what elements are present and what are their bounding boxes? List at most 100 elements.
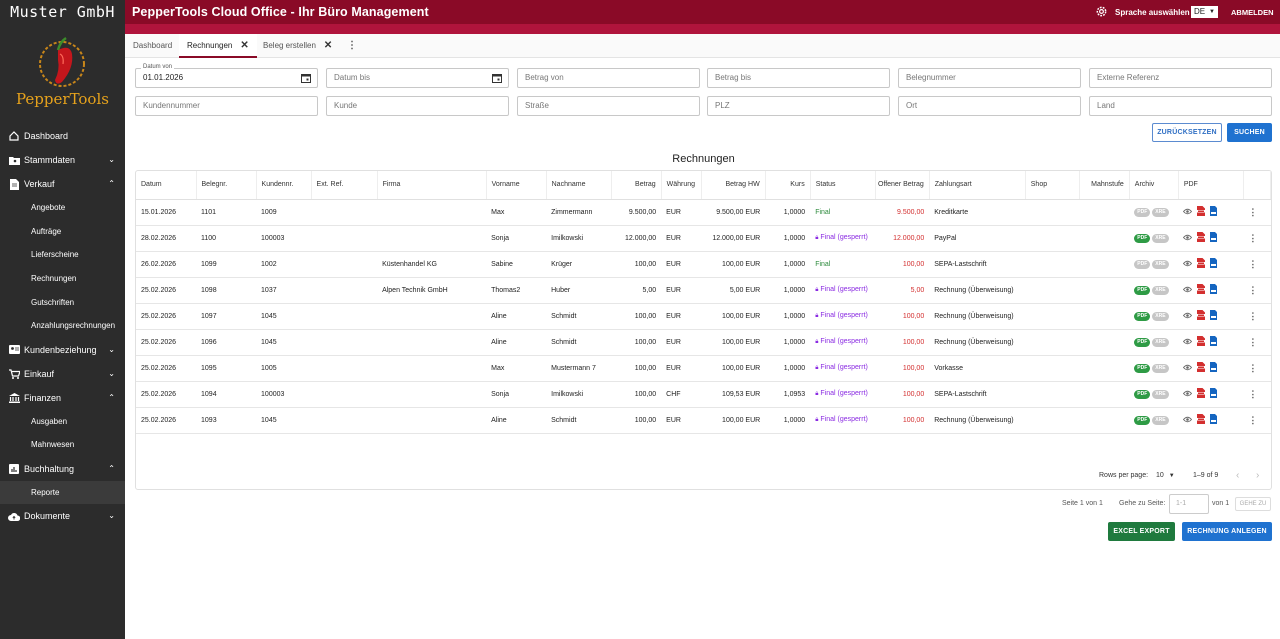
eye-icon[interactable] xyxy=(1183,390,1193,399)
sidebar-item-auftraege[interactable]: Aufträge xyxy=(31,226,62,236)
sidebar-item-gutschriften[interactable]: Gutschriften xyxy=(31,297,75,307)
document-download-icon[interactable] xyxy=(1210,206,1218,218)
sidebar-item-lieferscheine[interactable]: Lieferscheine xyxy=(31,250,79,260)
pdf-icon[interactable] xyxy=(1197,206,1206,218)
excel-export-button[interactable]: EXCEL EXPORT xyxy=(1108,522,1175,541)
table-row[interactable]: 28.02.2026 1100 100003 Sonja Imilkowski 12.00… xyxy=(136,225,1271,252)
col-header-betraghw[interactable]: Betrag HW xyxy=(701,171,766,200)
document-download-icon[interactable] xyxy=(1210,414,1218,426)
sidebar-item-ausgaben[interactable]: Ausgaben xyxy=(31,416,68,426)
sidebar-item-finanzen[interactable]: Finanzen ⌃ xyxy=(0,386,125,410)
archive-xre-badge[interactable]: XRE xyxy=(1152,207,1169,217)
goto-page-input[interactable]: 1-1 xyxy=(1169,494,1209,514)
doc-number-field[interactable]: Belegnummer xyxy=(898,68,1081,88)
archive-pdf-badge[interactable]: PDF xyxy=(1134,337,1151,347)
archive-xre-badge[interactable]: XRE xyxy=(1152,415,1169,425)
date-to-field[interactable]: Datum bis xyxy=(326,68,509,88)
table-row[interactable]: 25.02.2026 1095 1005 Max Mustermann 7 100,00 E… xyxy=(136,355,1271,382)
pdf-icon[interactable] xyxy=(1197,232,1206,244)
sidebar-item-dashboard[interactable]: Dashboard xyxy=(0,124,125,148)
document-download-icon[interactable] xyxy=(1210,232,1218,244)
archive-pdf-badge[interactable]: PDF xyxy=(1134,233,1151,243)
next-page-icon[interactable]: › xyxy=(1256,470,1260,481)
sidebar-item-verkauf[interactable]: Verkauf ⌃ xyxy=(0,172,125,196)
customer-field[interactable]: Kunde xyxy=(326,96,509,116)
col-header-kurs[interactable]: Kurs xyxy=(765,171,811,200)
archive-xre-badge[interactable]: XRE xyxy=(1152,233,1169,243)
col-header-shop[interactable]: Shop xyxy=(1025,171,1080,200)
archive-pdf-badge[interactable]: PDF xyxy=(1134,259,1151,269)
sidebar-item-reporte[interactable]: Reporte xyxy=(0,480,125,505)
prev-page-icon[interactable]: ‹ xyxy=(1236,470,1240,481)
archive-xre-badge[interactable]: XRE xyxy=(1152,337,1169,347)
more-vert-icon[interactable]: ⋮ xyxy=(1243,277,1271,304)
zip-field[interactable]: PLZ xyxy=(707,96,890,116)
more-vert-icon[interactable]: ⋮ xyxy=(1243,199,1271,226)
sidebar-item-einkauf[interactable]: Einkauf ⌄ xyxy=(0,362,125,386)
col-header-offen[interactable]: Offener Betrag xyxy=(875,171,930,200)
sidebar-item-buchhaltung[interactable]: Buchhaltung ⌃ xyxy=(0,457,125,481)
eye-icon[interactable] xyxy=(1183,260,1193,269)
external-ref-field[interactable]: Externe Referenz xyxy=(1089,68,1272,88)
city-field[interactable]: Ort xyxy=(898,96,1081,116)
sidebar-item-stammdaten[interactable]: Stammdaten ⌄ xyxy=(0,148,125,172)
date-from-field[interactable]: Datum von 01.01.2026 xyxy=(135,63,318,88)
calendar-icon[interactable] xyxy=(301,73,311,83)
col-header-zahlungsart[interactable]: Zahlungsart xyxy=(929,171,1026,200)
eye-icon[interactable] xyxy=(1183,208,1193,217)
close-icon[interactable]: ✕ xyxy=(323,40,333,51)
language-select[interactable]: DE ▼ xyxy=(1191,6,1218,18)
country-field[interactable]: Land xyxy=(1089,96,1272,116)
goto-button[interactable]: GEHE ZU xyxy=(1235,497,1271,511)
col-header-nachname[interactable]: Nachname xyxy=(546,171,612,200)
sidebar-item-rechnungen[interactable]: Rechnungen xyxy=(31,274,77,284)
more-vert-icon[interactable]: ⋮ xyxy=(1243,225,1271,252)
street-field[interactable]: Straße xyxy=(517,96,700,116)
archive-pdf-badge[interactable]: PDF xyxy=(1134,311,1151,321)
more-vert-icon[interactable]: ⋮ xyxy=(1243,303,1271,330)
sidebar-item-angebote[interactable]: Angebote xyxy=(31,203,66,213)
more-vert-icon[interactable]: ⋮ xyxy=(1243,381,1271,408)
more-vert-icon[interactable]: ⋮ xyxy=(1243,251,1271,278)
archive-pdf-badge[interactable]: PDF xyxy=(1134,389,1151,399)
logout-button[interactable]: ABMELDEN xyxy=(1231,8,1274,17)
tab-dashboard[interactable]: Dashboard xyxy=(125,34,180,58)
col-header-firma[interactable]: Firma xyxy=(377,171,487,200)
calendar-icon[interactable] xyxy=(492,73,502,83)
document-download-icon[interactable] xyxy=(1210,284,1218,296)
archive-xre-badge[interactable]: XRE xyxy=(1152,259,1169,269)
eye-icon[interactable] xyxy=(1183,312,1193,321)
eye-icon[interactable] xyxy=(1183,338,1193,347)
col-header-vorname[interactable]: Vorname xyxy=(486,171,547,200)
close-icon[interactable]: ✕ xyxy=(240,40,249,51)
col-header-extref[interactable]: Ext. Ref. xyxy=(311,171,378,200)
eye-icon[interactable] xyxy=(1183,416,1193,425)
tab-beleg-erstellen[interactable]: Beleg erstellen ✕ xyxy=(255,34,340,58)
gear-icon[interactable] xyxy=(1095,5,1108,18)
eye-icon[interactable] xyxy=(1183,286,1193,295)
pdf-icon[interactable] xyxy=(1197,336,1206,348)
document-download-icon[interactable] xyxy=(1210,388,1218,400)
archive-pdf-badge[interactable]: PDF xyxy=(1134,285,1151,295)
col-header-mahnstufe[interactable]: Mahnstufe xyxy=(1079,171,1130,200)
sidebar-item-anzahlungsrechnungen[interactable]: Anzahlungsrechnungen xyxy=(31,321,116,331)
sidebar-item-mahnwesen[interactable]: Mahnwesen xyxy=(31,440,75,450)
archive-xre-badge[interactable]: XRE xyxy=(1152,285,1169,295)
customer-number-field[interactable]: Kundennummer xyxy=(135,96,318,116)
tab-rechnungen[interactable]: Rechnungen ✕ xyxy=(179,34,257,58)
more-vert-icon[interactable]: ⋮ xyxy=(1243,407,1271,434)
archive-xre-badge[interactable]: XRE xyxy=(1152,363,1169,373)
table-row[interactable]: 15.01.2026 1101 1009 Max Zimmermann 9.500,00 E… xyxy=(136,199,1271,226)
document-download-icon[interactable] xyxy=(1210,336,1218,348)
col-header-belegnr[interactable]: Belegnr. xyxy=(196,171,257,200)
reset-button[interactable]: ZURÜCKSETZEN xyxy=(1152,123,1222,142)
archive-pdf-badge[interactable]: PDF xyxy=(1134,363,1151,373)
archive-pdf-badge[interactable]: PDF xyxy=(1134,415,1151,425)
amount-to-field[interactable]: Betrag bis xyxy=(707,68,890,88)
pdf-icon[interactable] xyxy=(1197,258,1206,270)
search-button[interactable]: SUCHEN xyxy=(1227,123,1272,142)
col-header-datum[interactable]: Datum xyxy=(136,171,197,200)
table-row[interactable]: 25.02.2026 1096 1045 Aline Schmidt 100,00 EUR 1… xyxy=(136,329,1271,356)
pdf-icon[interactable] xyxy=(1197,414,1206,426)
archive-xre-badge[interactable]: XRE xyxy=(1152,389,1169,399)
